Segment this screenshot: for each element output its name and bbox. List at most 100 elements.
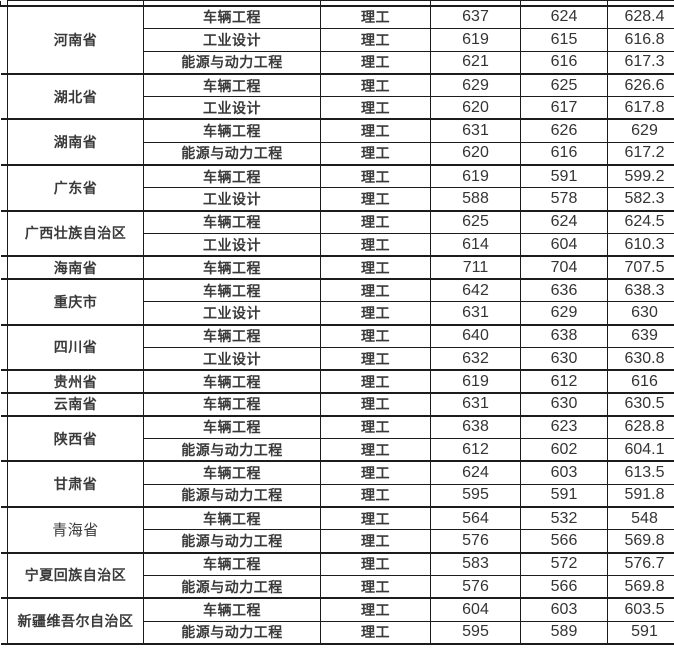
table-row: 工业设计 理工 620 617 617.8 xyxy=(0,96,674,121)
score-high-cell: 619 xyxy=(430,369,521,395)
category-cell: 理工 xyxy=(320,483,431,509)
score-high-cell: 619 xyxy=(430,164,521,189)
category-cell: 理工 xyxy=(320,415,431,440)
major-cell: 车辆工程 xyxy=(143,210,321,234)
score-avg-cell: 707.5 xyxy=(607,255,674,281)
table-row: 工业设计 理工 632 630 630.8 xyxy=(0,346,674,372)
left-gutter-cell xyxy=(0,552,8,576)
score-high-cell: 624 xyxy=(430,460,521,485)
left-gutter-cell xyxy=(0,96,8,121)
score-high-cell: 583 xyxy=(430,552,521,576)
score-low-cell: 603 xyxy=(520,597,608,622)
major-cell: 工业设计 xyxy=(143,187,321,212)
left-gutter-cell xyxy=(0,256,8,281)
score-high-cell: 619 xyxy=(430,27,521,52)
table-row: 重庆市 车辆工程 理工 642 636 638.3 xyxy=(0,278,674,326)
score-low-cell: 615 xyxy=(520,27,608,52)
table-row: 青海省 车辆工程 理工 564 532 548 xyxy=(0,506,674,554)
score-high-cell: 631 xyxy=(430,118,521,143)
score-avg-cell: 591.8 xyxy=(607,483,674,509)
table-row: 贵州省 车辆工程 理工 619 612 616 xyxy=(0,369,674,395)
province-cell: 宁夏回族自治区 xyxy=(7,552,144,600)
left-gutter-cell xyxy=(0,461,8,485)
major-cell: 车辆工程 xyxy=(143,597,321,622)
major-cell: 车辆工程 xyxy=(143,255,321,281)
left-gutter-cell xyxy=(0,621,8,645)
table-row: 甘肃省 车辆工程 理工 624 603 613.5 xyxy=(0,460,674,509)
category-cell: 理工 xyxy=(320,529,431,554)
major-cell: 工业设计 xyxy=(143,232,321,258)
score-avg-cell: 638.3 xyxy=(607,278,674,303)
left-gutter-cell xyxy=(0,279,8,302)
left-gutter-cell xyxy=(0,598,8,622)
province-cell: 湖南省 xyxy=(7,118,144,167)
score-low-cell: 623 xyxy=(520,415,608,440)
score-low-cell: 630 xyxy=(520,346,608,372)
score-high-cell: 564 xyxy=(430,506,521,531)
score-low-cell: 578 xyxy=(520,187,608,212)
score-low-cell: 626 xyxy=(520,118,608,143)
score-high-cell: 604 xyxy=(430,597,521,622)
score-low-cell: 630 xyxy=(520,392,608,417)
category-cell: 理工 xyxy=(320,210,431,234)
table-row: 能源与动力工程 理工 621 616 617.3 xyxy=(0,50,674,75)
score-high-cell: 595 xyxy=(430,483,521,509)
category-cell: 理工 xyxy=(320,620,431,645)
category-cell: 理工 xyxy=(320,301,431,326)
major-cell: 车辆工程 xyxy=(143,5,321,29)
province-cell: 海南省 xyxy=(7,255,144,281)
left-gutter-cell xyxy=(0,301,8,326)
major-cell: 工业设计 xyxy=(143,301,321,326)
left-gutter-cell xyxy=(0,415,8,439)
score-low-cell: 603 xyxy=(520,460,608,485)
score-high-cell: 620 xyxy=(430,141,521,167)
score-avg-cell: 613.5 xyxy=(607,460,674,485)
score-high-cell: 711 xyxy=(430,255,521,281)
table-row: 广西壮族自治区 车辆工程 理工 625 624 624.5 xyxy=(0,210,674,258)
score-high-cell: 640 xyxy=(430,324,521,348)
score-high-cell: 637 xyxy=(430,5,521,29)
left-gutter-cell xyxy=(0,507,8,530)
category-cell: 理工 xyxy=(320,255,431,281)
major-cell: 能源与动力工程 xyxy=(143,529,321,554)
score-high-cell: 631 xyxy=(430,392,521,417)
category-cell: 理工 xyxy=(320,324,431,348)
major-cell: 车辆工程 xyxy=(143,324,321,348)
province-cell: 陕西省 xyxy=(7,415,144,463)
table-row: 能源与动力工程 理工 620 616 617.2 xyxy=(0,141,674,167)
score-avg-cell: 628.8 xyxy=(607,415,674,440)
left-gutter-cell xyxy=(0,187,8,212)
left-gutter-cell xyxy=(0,28,8,52)
major-cell: 车辆工程 xyxy=(143,460,321,485)
table-row: 能源与动力工程 理工 595 591 591.8 xyxy=(0,483,674,509)
score-avg-cell: 591 xyxy=(607,620,674,645)
left-gutter-cell xyxy=(0,529,8,554)
score-low-cell: 616 xyxy=(520,141,608,167)
left-gutter-cell xyxy=(0,142,8,167)
major-cell: 能源与动力工程 xyxy=(143,141,321,167)
score-avg-cell: 603.5 xyxy=(607,597,674,622)
major-cell: 工业设计 xyxy=(143,96,321,121)
category-cell: 理工 xyxy=(320,232,431,258)
category-cell: 理工 xyxy=(320,187,431,212)
left-gutter-cell xyxy=(0,347,8,372)
score-low-cell: 638 xyxy=(520,324,608,348)
score-high-cell: 642 xyxy=(430,278,521,303)
score-low-cell: 629 xyxy=(520,301,608,326)
table-row: 能源与动力工程 理工 595 589 591 xyxy=(0,620,674,645)
province-cell: 湖北省 xyxy=(7,73,144,121)
score-low-cell: 624 xyxy=(520,5,608,29)
major-cell: 车辆工程 xyxy=(143,415,321,440)
score-avg-cell: 617.3 xyxy=(607,50,674,75)
left-gutter-cell xyxy=(0,210,8,234)
score-low-cell: 572 xyxy=(520,552,608,576)
score-avg-cell: 616 xyxy=(607,369,674,395)
table-row: 河南省 车辆工程 理工 637 624 628.4 xyxy=(0,4,674,75)
score-high-cell: 621 xyxy=(430,50,521,75)
score-high-cell: 620 xyxy=(430,96,521,121)
category-cell: 理工 xyxy=(320,552,431,576)
score-high-cell: 631 xyxy=(430,301,521,326)
